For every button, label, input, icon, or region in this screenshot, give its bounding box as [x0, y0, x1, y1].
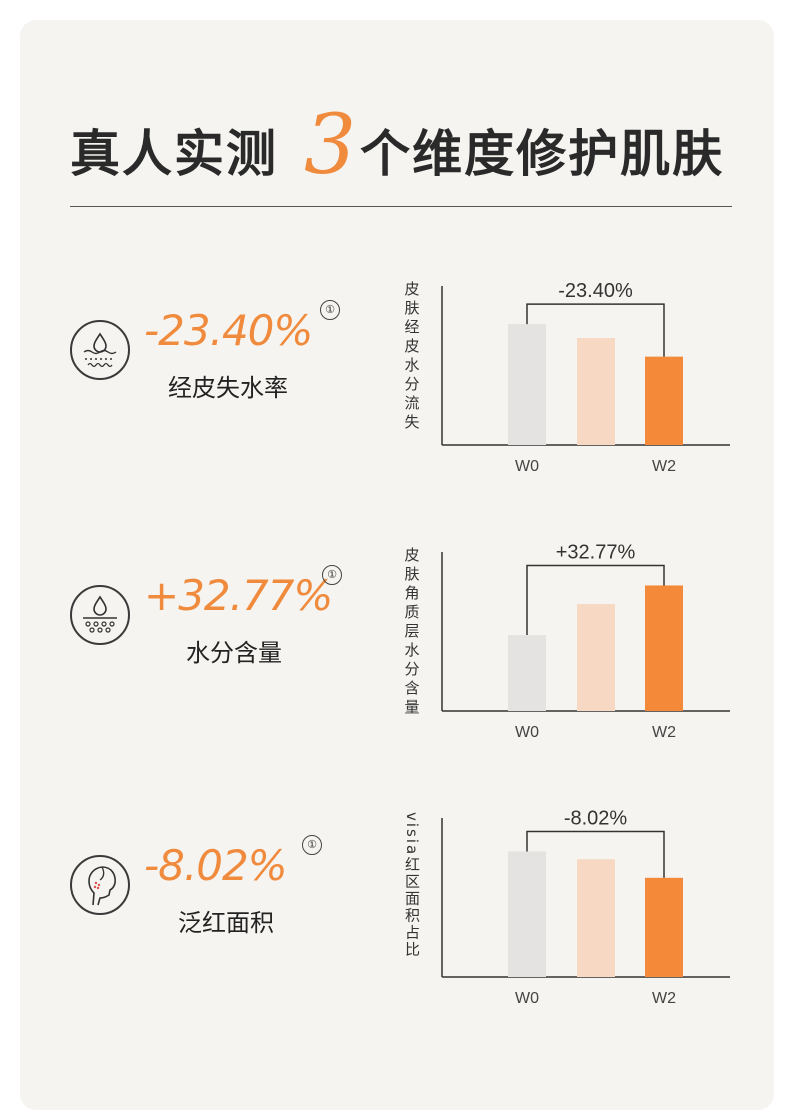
footnote-marker: ① [320, 300, 340, 320]
bar-1 [508, 635, 546, 711]
bar-3 [645, 877, 683, 977]
bar-chart-redness: -8.02% W0 W2 [441, 807, 730, 1007]
title-number: 3 [304, 98, 357, 193]
x-tick-label: W2 [652, 458, 676, 475]
x-tick-label: W2 [652, 724, 676, 741]
chart-moisture: 皮肤角质层水分含量 +32.77% W0 W2 [400, 541, 740, 746]
title-right: 个维度修护肌肤 [360, 125, 725, 183]
change-annotation: -23.40% [558, 280, 633, 302]
metric-label: 经皮失水率 [168, 374, 288, 402]
bar-1 [508, 324, 546, 445]
x-tick-label: W0 [515, 458, 539, 475]
change-annotation: +32.77% [556, 541, 636, 563]
title-left: 真人实测 [70, 125, 278, 183]
footnote-marker: ① [302, 835, 322, 855]
metric-value: -23.40% [144, 306, 313, 355]
chart-y-label: visia红区面积占比 [403, 812, 421, 959]
water-drop-layers-icon [70, 585, 130, 645]
title-divider [70, 206, 732, 207]
bar-3 [645, 585, 683, 711]
metric-value: -8.02% [144, 841, 288, 890]
bar-chart-moisture: +32.77% W0 W2 [441, 541, 730, 741]
metric-label: 泛红面积 [178, 909, 274, 937]
bar-2 [577, 338, 615, 445]
footnote-marker: ① [322, 565, 342, 585]
metric-value: +32.77% [144, 571, 333, 620]
x-tick-label: W2 [652, 990, 676, 1007]
chart-y-label: 皮肤角质层水分含量 [404, 546, 420, 716]
page-title: 真人实测 3 个维度修护肌肤 [70, 100, 724, 200]
bar-1 [508, 851, 546, 977]
metric-label: 水分含量 [186, 639, 282, 667]
bar-2 [577, 604, 615, 711]
change-annotation: -8.02% [564, 807, 628, 829]
metric-redness: -8.02% ① 泛红面积 [70, 835, 400, 975]
x-tick-label: W0 [515, 724, 539, 741]
comparison-bracket [526, 303, 665, 357]
comparison-bracket [526, 564, 665, 636]
bar-3 [645, 356, 683, 445]
bar-chart-tewl: -23.40% W0 W2 [441, 280, 730, 475]
metric-moisture: +32.77% ① 水分含量 [70, 565, 400, 705]
water-drop-skin-icon [70, 320, 130, 380]
x-tick-label: W0 [515, 990, 539, 1007]
face-redness-icon [70, 855, 130, 915]
chart-redness: visia红区面积占比 -8.02% W0 W2 [400, 807, 740, 1012]
chart-y-label: 皮肤经皮水分流失 [404, 280, 420, 431]
bar-2 [577, 859, 615, 977]
comparison-bracket [526, 830, 665, 878]
chart-tewl: 皮肤经皮水分流失 -23.40% W0 W2 [400, 280, 740, 480]
metric-tewl: -23.40% ① 经皮失水率 [70, 300, 400, 440]
